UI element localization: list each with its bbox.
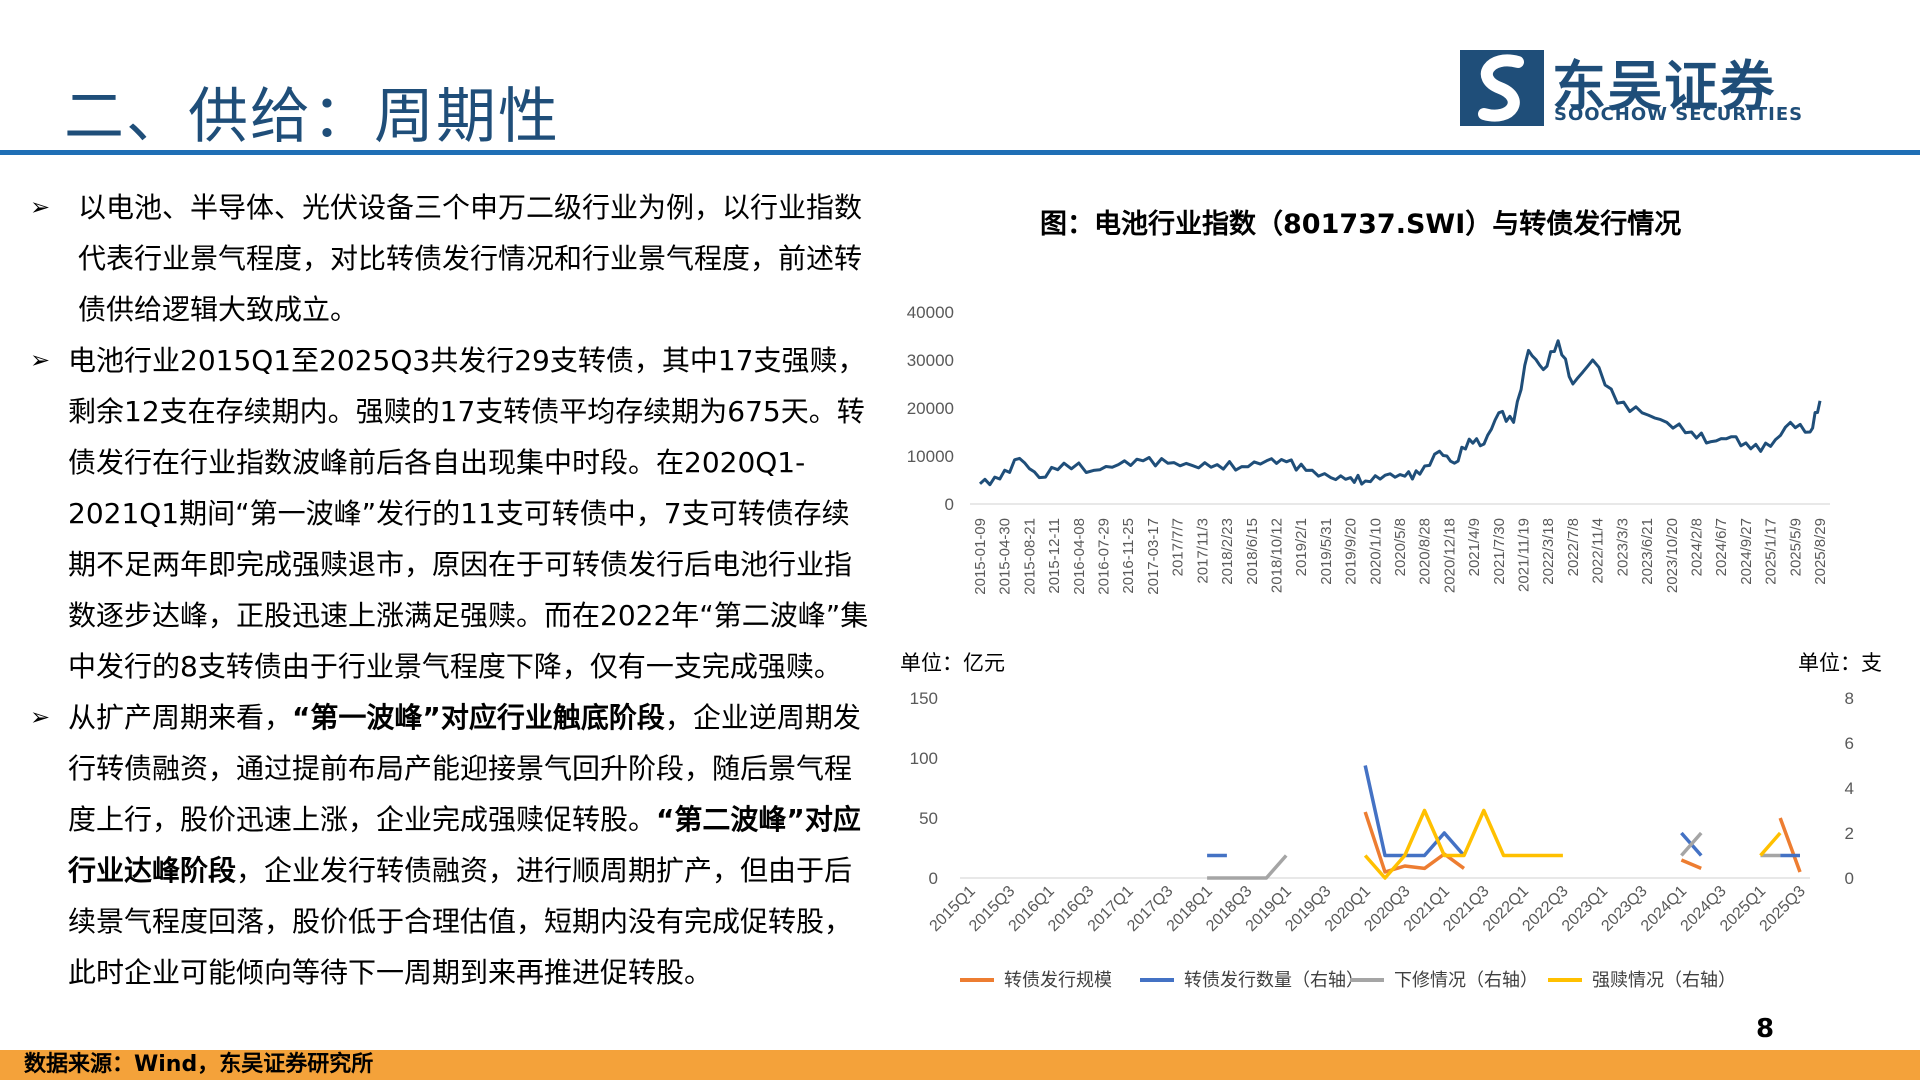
y-right-tick-label: 0 [1845,869,1854,888]
x-tick-label: 2015-01-09 [972,518,989,595]
x-tick-label: 2021/4/9 [1466,518,1483,576]
x-tick-label: 2017/11/3 [1194,518,1211,584]
y-tick-label: 30000 [907,351,954,370]
x-tick-label: 2019/5/31 [1318,518,1335,585]
y-right-tick-label: 2 [1845,824,1854,843]
logo-en-text: SOOCHOW SECURITIES [1554,104,1804,125]
x-tick-label: 2018/10/12 [1268,518,1285,593]
index-series-line [978,339,1822,487]
x-tick-label: 2020/8/28 [1417,518,1434,585]
x-tick-label: 2020/5/8 [1392,518,1409,576]
header-divider [0,150,1920,155]
x-tick-label: 2022/7/8 [1565,518,1582,576]
text-run: 电池行业2015Q1至2025Q3共发行29支转债，其中17支强赎，剩余12支在… [68,344,869,683]
x-tick-label: 2019/2/1 [1293,518,1310,576]
legend-label: 转债发行数量（右轴） [1184,970,1364,991]
cb-issuance-chart: 单位：亿元 单位：支050100150024682015Q12015Q32016Q… [900,651,1882,991]
x-tick-label: 2016-04-08 [1071,518,1088,595]
y-right-tick-label: 6 [1845,734,1854,753]
footer-bar: 数据来源：Wind，东吴证券研究所 [0,1050,1920,1080]
legend-label: 转债发行规模 [1004,970,1112,991]
y-left-tick-label: 0 [929,869,938,888]
x-tick-label: 2017/7/7 [1170,518,1187,576]
unit-left: 单位：亿元 [900,651,1005,675]
x-tick-label: 2018/6/15 [1244,518,1261,585]
x-tick-label: 2015-12-11 [1046,518,1063,594]
text-run: ，企业逆周期发行转债融资，通过提前布局产能迎接景气回升阶段，随后景气程度上行，股… [68,701,861,836]
page-number: 8 [1756,1014,1775,1044]
x-tick-label: 2016-07-29 [1096,518,1113,595]
bullet-item: ➢ 以电池、半导体、光伏设备三个申万二级行业为例，以行业指数代表行业景气程度，对比… [30,182,870,335]
bullet-item: ➢ 从扩产周期来看，“第一波峰”对应行业触底阶段，企业逆周期发行转债融资，通过提前… [30,692,870,998]
data-source: 数据来源：Wind，东吴证券研究所 [24,1052,374,1077]
x-tick-label: 2020/1/10 [1367,518,1384,585]
x-tick-label: 2015-04-30 [997,518,1014,595]
y-right-tick-label: 4 [1845,779,1854,798]
x-tick-label: 2022/3/18 [1540,518,1557,585]
y-right-tick-label: 8 [1845,689,1854,708]
legend-label: 强赎情况（右轴） [1592,970,1736,991]
logo-cn-text: 东吴证券 [1552,55,1776,118]
x-tick-label: 2017-03-17 [1145,518,1162,595]
x-tick-label: 2016-11-25 [1120,518,1137,594]
bullet-arrow-icon: ➢ [30,193,51,221]
bullet-list: ➢ 以电池、半导体、光伏设备三个申万二级行业为例，以行业指数代表行业景气程度，对比… [30,182,870,998]
y-left-tick-label: 150 [910,689,938,708]
x-tick-label: 2021/11/19 [1516,518,1533,592]
x-tick-label: 2022/11/4 [1590,518,1607,584]
y-tick-label: 10000 [907,447,954,466]
y-left-tick-label: 50 [919,809,938,828]
text-run: ，企业发行转债融资，进行顺周期扩产，但由于后续景气程度回落，股价低于合理估值，短… [68,854,853,989]
x-tick-label: 2024/6/7 [1713,518,1730,576]
figure-title: 图：电池行业指数（801737.SWI）与转债发行情况 [1040,209,1682,240]
y-left-tick-label: 100 [910,749,938,768]
x-tick-label: 2024/2/8 [1688,518,1705,576]
bold-phrase: “第一波峰”对应行业触底阶段 [292,701,665,734]
x-tick-label: 2025/1/17 [1763,518,1780,585]
x-tick-label: 2023/3/3 [1614,518,1631,576]
x-tick-label: 2018/2/23 [1219,518,1236,585]
text-run: 从扩产周期来看， [68,701,293,734]
x-tick-label: 2015-08-21 [1021,518,1038,595]
bullet-text: 以电池、半导体、光伏设备三个申万二级行业为例，以行业指数代表行业景气程度，对比转… [30,182,870,335]
x-tick-label: 2023/6/21 [1639,518,1656,585]
x-tick-label: 2025/5/9 [1787,518,1804,576]
x-tick-label: 2019/9/20 [1343,518,1360,585]
text-run: 以电池、半导体、光伏设备三个申万二级行业为例，以行业指数代表行业景气程度，对比转… [78,191,863,326]
bullet-text: 从扩产周期来看，“第一波峰”对应行业触底阶段，企业逆周期发行转债融资，通过提前布… [30,692,870,998]
page-title: 二、供给：周期性 [64,82,560,152]
soochow-logo-icon [1460,50,1544,126]
y-tick-label: 0 [945,495,954,514]
series-line [1207,831,1781,880]
x-tick-label: 2025/8/29 [1812,518,1829,585]
x-tick-label: 2020/12/18 [1441,518,1458,593]
bullet-item: ➢ 电池行业2015Q1至2025Q3共发行29支转债，其中17支强赎，剩余12支… [30,335,870,692]
y-tick-label: 40000 [907,303,954,322]
x-tick-label: 2023/10/20 [1664,518,1681,593]
series-line [1363,808,1782,880]
bold-phrase: “第二波峰”对应行业达峰阶段 [68,803,861,887]
y-tick-label: 20000 [907,399,954,418]
unit-right: 单位：支 [1798,651,1882,675]
x-tick-label: 2021/7/30 [1491,518,1508,585]
series-line [1207,765,1800,858]
legend-label: 下修情况（右轴） [1394,970,1538,991]
brand-logo: 东吴证券 SOOCHOW SECURITIES [1460,48,1804,128]
bullet-arrow-icon: ➢ [30,346,51,374]
x-tick-label: 2024/9/27 [1738,518,1755,585]
bullet-arrow-icon: ➢ [30,703,51,731]
bullet-text: 电池行业2015Q1至2025Q3共发行29支转债，其中17支强赎，剩余12支在… [30,335,870,692]
battery-index-chart: 0 10000 20000 30000 40000 2015-01-09 2015-04-3… [907,303,1830,595]
